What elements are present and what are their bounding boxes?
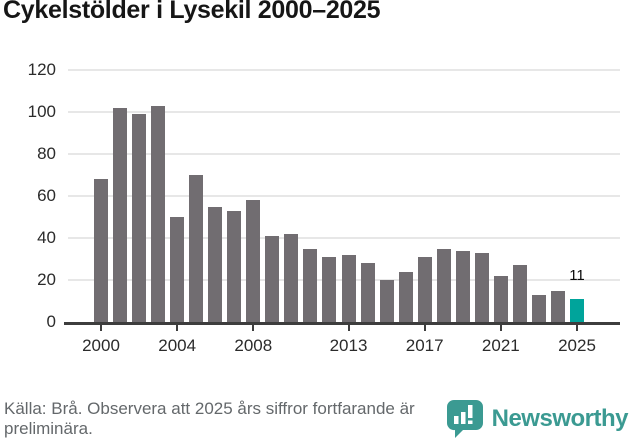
y-axis-label-20: 20: [37, 270, 56, 289]
bar-2007: [227, 210, 242, 322]
y-axis-label-0: 0: [46, 312, 56, 331]
bar-2000: [94, 179, 108, 322]
bar-2003: [151, 105, 166, 322]
gridline-100: [68, 111, 620, 113]
x-tick-2013: [347, 325, 350, 331]
bar-2018: [436, 248, 451, 322]
x-tick-2021: [499, 325, 502, 331]
bar-2023: [531, 294, 546, 322]
newsworthy-logo: Newsworthy: [445, 398, 629, 439]
y-axis-label-120: 120: [27, 60, 56, 79]
bar-2015: [379, 280, 394, 322]
x-tick-2025: [576, 325, 578, 331]
gridline-80: [68, 153, 620, 155]
bar-2004: [170, 217, 185, 322]
y-axis-label-60: 60: [37, 186, 56, 205]
bar-2016: [398, 271, 413, 322]
x-axis-line: [64, 322, 620, 325]
newsworthy-bubble-icon: [446, 400, 483, 438]
bar-2021: [493, 275, 508, 322]
bar-2020: [474, 252, 489, 322]
bar-2024: [550, 290, 565, 322]
x-axis-label-2025: 2025: [558, 336, 596, 355]
x-axis-label-2000: 2000: [82, 336, 120, 355]
bar-2008: [246, 200, 261, 322]
bar-2013: [341, 254, 356, 322]
bar-2006: [208, 206, 223, 322]
source-note: Källa: Brå. Observera att 2025 års siffr…: [4, 399, 415, 438]
bar-2001: [113, 107, 128, 322]
x-axis-label-2004: 2004: [158, 336, 197, 355]
gridline-60: [68, 195, 620, 197]
bar-2014: [360, 263, 375, 322]
y-axis-label-100: 100: [27, 102, 56, 121]
chart-title: Cykelstölder i Lysekil 2000–2025: [3, 0, 381, 24]
gridline-40: [68, 237, 620, 239]
x-axis-label-2021: 2021: [481, 336, 520, 355]
x-tick-2004: [176, 325, 179, 331]
bar-2017: [417, 256, 432, 322]
x-tick-2008: [252, 325, 255, 331]
bar-2010: [284, 233, 299, 322]
bar-2009: [265, 235, 280, 322]
value-label-2025: 11: [569, 267, 585, 284]
x-axis-label-2017: 2017: [405, 336, 444, 355]
gridline-120: [68, 69, 620, 71]
bar-2005: [189, 175, 204, 322]
brand-name: Newsworthy: [491, 404, 629, 432]
bar-2012: [322, 256, 337, 322]
x-tick-2000: [100, 325, 102, 331]
y-axis-label-80: 80: [37, 144, 56, 163]
x-tick-2017: [423, 325, 426, 331]
bar-2022: [512, 265, 527, 322]
x-axis-label-2013: 2013: [329, 336, 368, 355]
bar-2002: [132, 114, 147, 322]
bar-2025: [570, 298, 584, 322]
bar-2011: [303, 248, 318, 322]
x-axis-label-2008: 2008: [234, 336, 273, 355]
y-axis-label-40: 40: [37, 228, 56, 247]
bar-2019: [455, 250, 470, 322]
